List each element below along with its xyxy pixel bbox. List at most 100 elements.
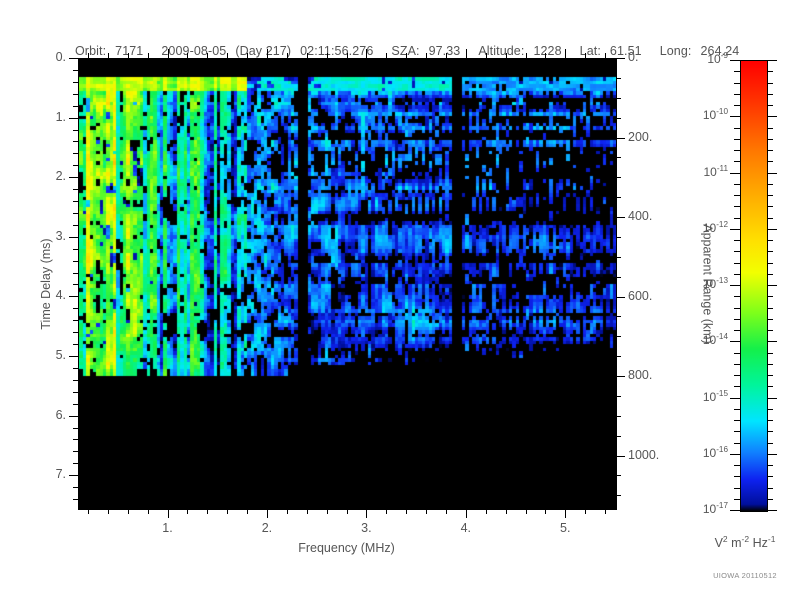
- colorbar-tick-right: [767, 352, 773, 354]
- colorbar-tick-left: [734, 82, 740, 84]
- y-axis-tick-left: [69, 58, 78, 59]
- colorbar-tick-label: 10-14: [702, 332, 728, 348]
- colorbar-tick-label: 10-15: [702, 389, 728, 404]
- colorbar-tick-right: [767, 465, 773, 466]
- colorbar-tick-right: [767, 93, 773, 95]
- x-axis-tick-top: [247, 53, 249, 58]
- y-axis-tick-left: [69, 296, 78, 298]
- colorbar-tick-right: [767, 498, 773, 500]
- colorbar-tick-mantissa: 10: [702, 502, 717, 516]
- x-axis-tick: [525, 509, 527, 514]
- x-axis-tick-top: [525, 53, 527, 58]
- colorbar-tick-left: [734, 498, 740, 500]
- unit-volts-exp: 2: [722, 533, 728, 544]
- x-axis-tick-top: [127, 53, 129, 58]
- y-axis-tick-left: [73, 165, 78, 167]
- x-axis-tick-top: [406, 53, 408, 58]
- colorbar-tick-right: [767, 397, 777, 399]
- x-axis-tick: [406, 509, 408, 514]
- altitude-label: Altitude:: [478, 44, 525, 58]
- x-axis-tick-top: [286, 53, 288, 58]
- x-axis-tick: [306, 509, 308, 514]
- colorbar-tick-right: [767, 172, 777, 174]
- y-axis-tick-right: [616, 435, 621, 437]
- y-axis-tick-right: [616, 97, 621, 99]
- colorbar-tick-left: [734, 307, 740, 309]
- x-axis-tick: [605, 509, 607, 514]
- colorbar-tick-mantissa: 10: [702, 445, 717, 460]
- colorbar-tick-right: [767, 273, 773, 275]
- radargram-heatmap: [79, 59, 616, 509]
- colorbar-tick-right: [767, 487, 773, 489]
- colorbar-tick-left: [730, 285, 740, 286]
- colorbar-tick-right: [767, 217, 773, 219]
- y-axis-tick-right: [616, 117, 621, 119]
- colorbar-tick-left: [734, 386, 740, 388]
- colorbar-tick-left: [734, 408, 740, 410]
- y-axis-tick-left: [73, 451, 78, 453]
- y-axis-tick-right: [616, 157, 621, 159]
- y-axis-tick-left: [73, 463, 78, 465]
- colorbar-tick-right: [767, 228, 777, 230]
- colorbar-tick-right: [767, 375, 773, 376]
- ionogram-plot-area: Time Delay (ms) Apparent Range (km): [39, 58, 715, 510]
- y-axis-tick-right: [616, 356, 621, 358]
- y-axis-tick-left: [73, 93, 78, 95]
- y-axis-tick-label-left: 7.: [55, 467, 66, 482]
- colorbar-tick-left: [734, 183, 740, 185]
- unit-hertz: Hz: [752, 536, 768, 550]
- colorbar: [740, 60, 768, 512]
- y-axis-tick-left: [73, 499, 78, 501]
- x-axis-tick: [147, 509, 149, 514]
- y-axis-tick-label-left: 2.: [55, 169, 66, 184]
- x-axis-tick-top: [266, 49, 268, 58]
- colorbar-tick-left: [730, 341, 740, 343]
- y-axis-tick-left: [73, 272, 78, 274]
- colorbar-tick-right: [767, 510, 777, 511]
- x-axis-tick: [127, 509, 129, 514]
- y-axis-tick-label-left: 5.: [55, 348, 66, 362]
- y-axis-tick-right: [616, 395, 621, 397]
- x-axis-tick: [505, 509, 507, 514]
- y-axis-tick-right: [616, 256, 621, 258]
- y-axis-tick-right: [616, 495, 621, 497]
- colorbar-tick-left: [730, 453, 740, 455]
- x-axis-tick-top: [187, 53, 189, 58]
- colorbar-tick-mantissa: 10: [702, 333, 717, 348]
- x-axis-tick-label: 3.: [361, 521, 372, 535]
- y-axis-tick-left: [73, 320, 78, 322]
- colorbar-tick-right: [767, 453, 777, 455]
- y-axis-tick-left: [73, 439, 78, 441]
- x-axis-tick: [585, 509, 587, 514]
- y-axis-tick-label-right: 400.: [628, 209, 653, 223]
- y-axis-tick-label-left: 1.: [55, 109, 66, 124]
- y-axis-tick-right: [616, 455, 625, 457]
- y-axis-tick-left: [73, 284, 78, 286]
- x-axis-tick-top: [107, 53, 109, 58]
- y-axis-tick-left: [73, 69, 78, 71]
- y-axis-tick-right: [616, 336, 621, 338]
- colorbar-tick-exponent: -16: [716, 444, 728, 454]
- y-axis-tick-label-left: 4.: [55, 288, 66, 303]
- y-axis-tick-left: [73, 260, 78, 262]
- x-axis-tick-top: [167, 49, 169, 58]
- colorbar-tick-exponent: -14: [716, 332, 728, 342]
- colorbar-tick-mantissa: 10: [702, 389, 717, 404]
- colorbar-tick-mantissa: 10: [703, 164, 717, 179]
- y-axis-tick-left: [73, 308, 78, 310]
- colorbar-tick-right: [767, 285, 777, 286]
- colorbar-tick-left: [734, 420, 740, 421]
- colorbar-tick-left: [734, 465, 740, 466]
- lat-label: Lat:: [579, 44, 601, 58]
- unit-hertz-exp: -1: [767, 533, 776, 544]
- colorbar-tick-right: [767, 150, 773, 151]
- x-axis-tick: [326, 509, 328, 514]
- colorbar-tick-label: 10-17: [702, 501, 728, 516]
- colorbar-tick-left: [734, 487, 740, 489]
- colorbar-tick-right: [767, 330, 773, 331]
- x-axis-tick: [266, 509, 268, 518]
- colorbar-tick-left: [734, 150, 740, 151]
- x-axis-tick: [227, 509, 229, 514]
- colorbar-tick-right: [767, 296, 773, 298]
- x-axis-tick-top: [306, 53, 308, 58]
